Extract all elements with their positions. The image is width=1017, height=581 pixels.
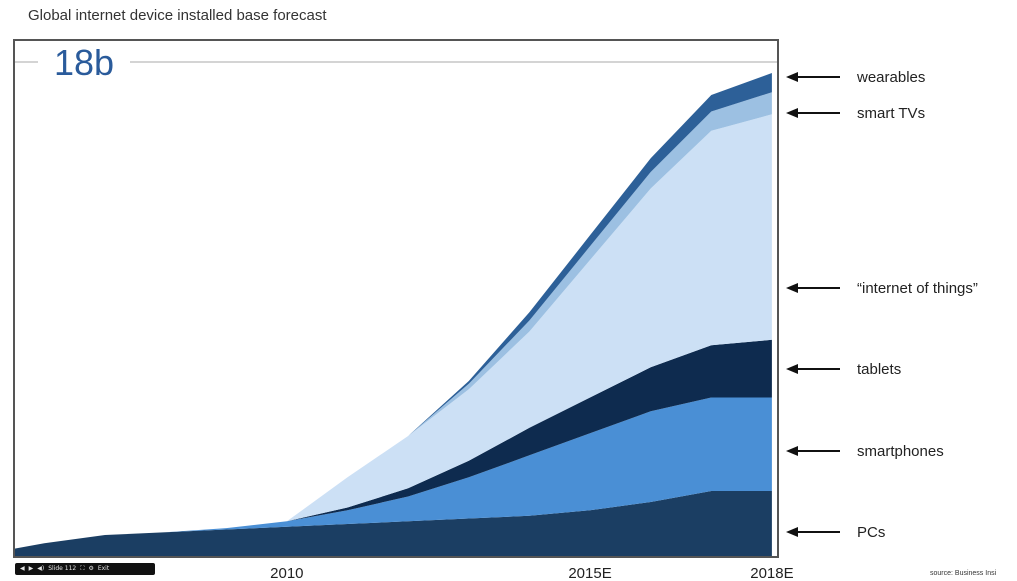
play-icon[interactable]: ▶ xyxy=(28,565,34,572)
arrow-left-icon xyxy=(786,364,798,374)
total-marker: 18b xyxy=(14,42,778,83)
chart-title: Global internet device installed base fo… xyxy=(28,7,327,24)
exit-button[interactable]: Exit xyxy=(97,565,110,572)
legend-item-pcs: PCs xyxy=(786,524,885,541)
area-smart_tvs xyxy=(14,92,772,549)
settings-icon[interactable]: ⚙ xyxy=(88,565,94,572)
arrow-left-icon xyxy=(786,108,798,118)
x-tick-label: 2015E xyxy=(568,565,611,581)
total-value-label: 18b xyxy=(54,42,114,83)
area-iot xyxy=(14,114,772,549)
legend-label: wearables xyxy=(856,69,925,86)
x-tick-label: 2018E xyxy=(750,565,793,581)
legend-item-smart_tvs: smart TVs xyxy=(786,105,925,122)
area-pcs xyxy=(14,491,772,557)
legend: PCs smartphones tablets “internet of things… xyxy=(786,69,978,541)
fullscreen-icon[interactable]: ⛶ xyxy=(80,565,85,572)
legend-item-iot: “internet of things” xyxy=(786,280,978,297)
chart-frame xyxy=(13,39,779,558)
area-smartphones xyxy=(14,397,772,549)
slide-player-bar: ◀ ▶ ◀) Slide 112 ⛶ ⚙ Exit xyxy=(15,563,155,575)
legend-label: smart TVs xyxy=(857,105,925,122)
arrow-left-icon xyxy=(786,527,798,537)
legend-label: “internet of things” xyxy=(857,280,978,297)
arrow-left-icon xyxy=(786,72,798,82)
legend-item-tablets: tablets xyxy=(786,361,901,378)
previous-slide-icon[interactable]: ◀ xyxy=(20,565,25,572)
source-note: source: Business Insi xyxy=(930,570,997,577)
legend-item-smartphones: smartphones xyxy=(786,443,944,460)
area-layers xyxy=(14,73,772,557)
volume-icon[interactable]: ◀) xyxy=(37,565,45,572)
legend-item-wearables: wearables xyxy=(786,69,925,86)
legend-label: smartphones xyxy=(857,443,944,460)
x-tick-label: 2010 xyxy=(270,565,303,581)
area-wearables xyxy=(14,73,772,549)
legend-label: tablets xyxy=(857,361,901,378)
area-tablets xyxy=(14,339,772,549)
x-axis-ticks: 2010 2015E 2018E xyxy=(270,565,793,581)
arrow-left-icon xyxy=(786,283,798,293)
legend-label: PCs xyxy=(857,524,885,541)
arrow-left-icon xyxy=(786,446,798,456)
slide-selector[interactable]: Slide 112 xyxy=(48,565,77,572)
